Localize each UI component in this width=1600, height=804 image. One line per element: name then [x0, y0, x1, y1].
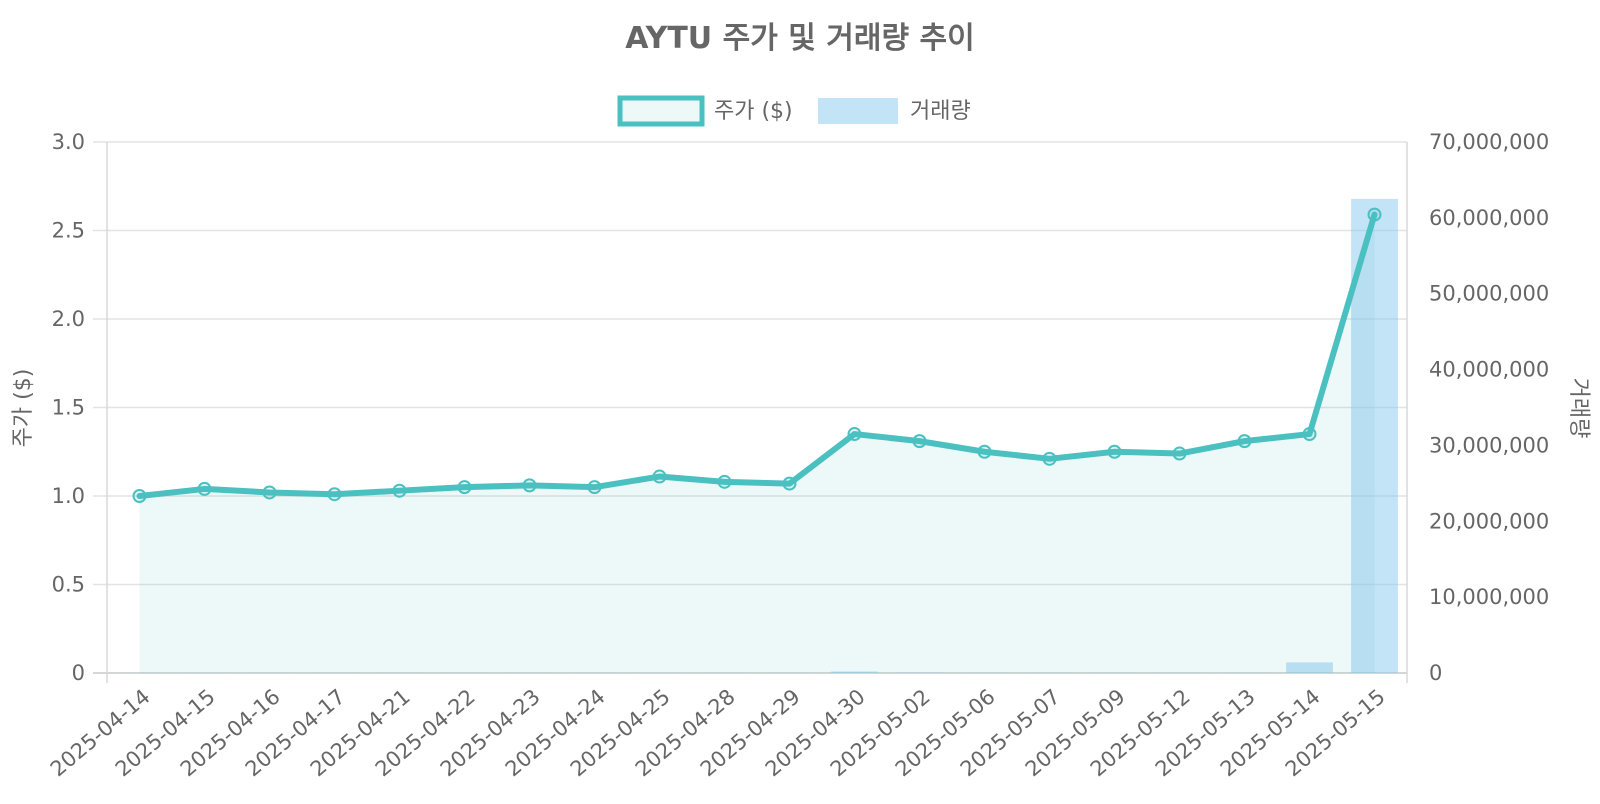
- price-point[interactable]: [1304, 428, 1316, 440]
- legend-item-price[interactable]: 주가 ($): [620, 98, 793, 124]
- price-point[interactable]: [459, 481, 471, 493]
- price-point[interactable]: [654, 471, 666, 483]
- price-point[interactable]: [849, 428, 861, 440]
- price-point[interactable]: [1239, 435, 1251, 447]
- chart-title: AYTU 주가 및 거래량 추이: [625, 21, 974, 56]
- price-line: [140, 215, 1375, 496]
- price-point[interactable]: [264, 486, 276, 498]
- price-point[interactable]: [524, 479, 536, 491]
- price-point[interactable]: [1174, 448, 1186, 460]
- price-area-fill: [140, 215, 1375, 673]
- right-tick-label: 40,000,000: [1429, 358, 1549, 382]
- right-tick-label: 60,000,000: [1429, 206, 1549, 230]
- price-point[interactable]: [1044, 453, 1056, 465]
- right-axis-ticks: 0 10,000,000 20,000,000 30,000,000 40,000,00…: [1429, 130, 1549, 685]
- right-tick-label: 20,000,000: [1429, 509, 1549, 533]
- legend-label-price: 주가 ($): [714, 99, 793, 124]
- price-point[interactable]: [329, 488, 341, 500]
- right-tick-label: 50,000,000: [1429, 282, 1549, 306]
- left-axis-title: 주가 ($): [11, 369, 36, 448]
- legend-swatch-price: [620, 98, 702, 124]
- left-tick-label: 2.0: [52, 307, 85, 331]
- price-point[interactable]: [719, 476, 731, 488]
- right-tick-label: 70,000,000: [1429, 130, 1549, 154]
- left-tick-label: 3.0: [52, 130, 85, 154]
- price-point[interactable]: [394, 485, 406, 497]
- price-point[interactable]: [589, 481, 601, 493]
- left-tick-label: 1.5: [52, 396, 85, 420]
- price-point[interactable]: [1369, 209, 1381, 221]
- price-area: [140, 215, 1375, 673]
- price-point[interactable]: [1109, 446, 1121, 458]
- right-tick-label: 30,000,000: [1429, 433, 1549, 457]
- right-tick-label: 0: [1429, 661, 1442, 685]
- price-point[interactable]: [784, 478, 796, 490]
- price-point[interactable]: [979, 446, 991, 458]
- x-axis-ticks: 2025-04-142025-04-152025-04-162025-04-17…: [46, 684, 1390, 781]
- price-point[interactable]: [134, 490, 146, 502]
- price-series-line: [140, 215, 1375, 496]
- left-tick-label: 2.5: [52, 219, 85, 243]
- legend-swatch-volume: [818, 98, 898, 124]
- right-axis-title: 거래량: [1566, 378, 1591, 439]
- left-tick-label: 0: [72, 661, 85, 685]
- legend-label-volume: 거래량: [910, 99, 971, 124]
- legend: 주가 ($) 거래량: [620, 98, 971, 124]
- right-tick-label: 10,000,000: [1429, 585, 1549, 609]
- left-tick-label: 0.5: [52, 573, 85, 597]
- left-axis-ticks: 0 0.5 1.0 1.5 2.0 2.5 3.0: [52, 130, 85, 685]
- price-point[interactable]: [914, 435, 926, 447]
- price-point[interactable]: [199, 483, 211, 495]
- legend-item-volume[interactable]: 거래량: [818, 98, 971, 124]
- left-tick-label: 1.0: [52, 484, 85, 508]
